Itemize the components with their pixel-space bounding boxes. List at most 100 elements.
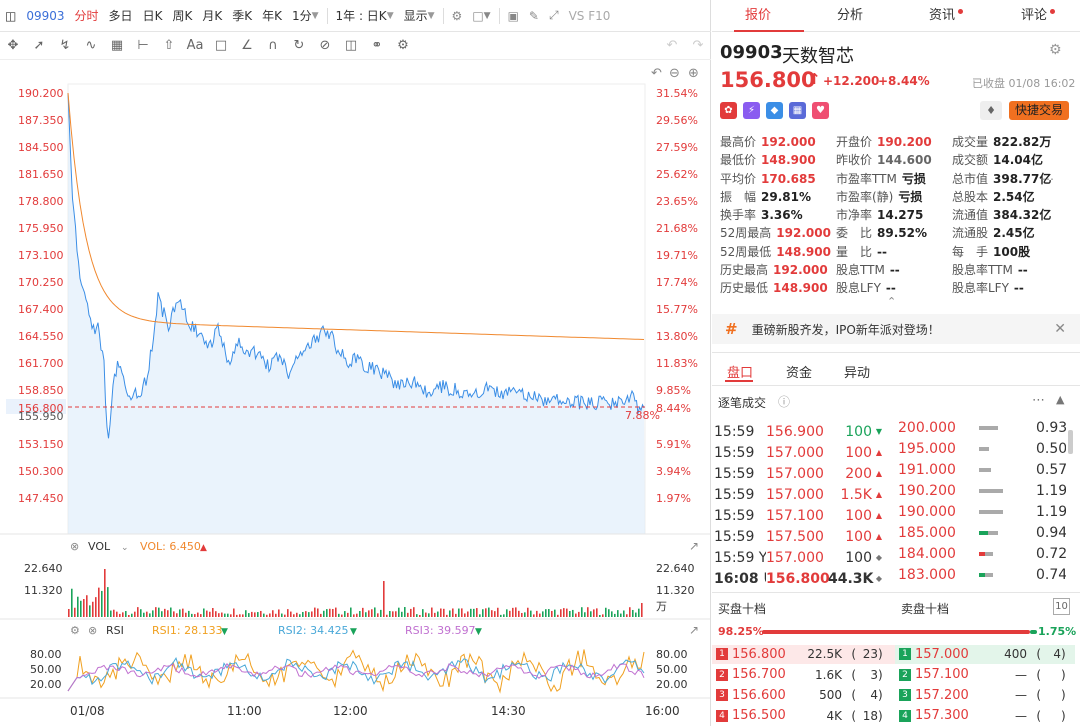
angle-tool-icon[interactable]: ∠ (241, 38, 253, 53)
stat-cell: 成交量 822.82万 (952, 133, 1076, 151)
settings-icon[interactable]: ⚙ (397, 38, 409, 53)
bid-level[interactable]: 1 156.800 22.5K(23) (712, 644, 895, 664)
bid-level[interactable]: 3 156.600 500(4) (712, 686, 895, 705)
order-book: 1 156.800 22.5K(23) 1 157.000 400(4) 2 156.700 1… (712, 644, 1080, 726)
expand-icon[interactable]: ↗ (689, 539, 699, 553)
settings-icon[interactable]: ⚙ (451, 8, 463, 23)
info-icon[interactable]: ⓘ (778, 395, 791, 409)
hide-icon[interactable]: ⊘ (319, 38, 331, 53)
wave-tool-icon[interactable]: ∿ (85, 38, 97, 53)
tab-capital[interactable]: 资金 (786, 366, 813, 381)
undo-icon[interactable]: ↶ (666, 38, 678, 53)
volume-bar (71, 588, 73, 617)
tab-multi-day[interactable]: 多日 (108, 9, 133, 23)
ask-level[interactable]: 3 157.200—() (895, 686, 1075, 705)
rsi-settings-icon[interactable]: ⚙ (70, 624, 80, 637)
price-axis: 190.200 187.350 184.500 181.650 178.800 175.9… (18, 87, 698, 505)
tab-movement[interactable]: 异动 (844, 366, 871, 381)
stat-value: 亏损 (898, 189, 923, 204)
quick-trade-button[interactable]: 快捷交易 (1009, 101, 1069, 120)
ask-volume: — (1015, 688, 1027, 703)
volume-bar (311, 611, 313, 617)
range-select[interactable]: 1年 : 日K ▼ (331, 0, 399, 32)
panel-toggle-icon[interactable]: ◫ (5, 8, 17, 23)
vol-up-icon: ▲ (200, 543, 207, 553)
tab-yearly-k[interactable]: 年K (262, 9, 282, 23)
close-rsi-icon[interactable]: ⊗ (88, 624, 97, 637)
link-icon[interactable]: ⚭ (371, 38, 383, 53)
dist-bar (978, 530, 998, 535)
pen-icon[interactable]: ✎ (528, 8, 539, 23)
tab-quote[interactable]: 报价 (744, 8, 771, 23)
collapse-icon[interactable]: ⌃ (887, 295, 897, 308)
ask-level[interactable]: 2 157.100—() (895, 665, 1075, 684)
bell-icon[interactable]: ♦ (980, 101, 1002, 120)
reset-icon[interactable]: ↶ (651, 66, 662, 81)
crosshair-icon[interactable]: ✥ (7, 38, 19, 53)
volume-bar (239, 614, 241, 617)
tab-daily-k[interactable]: 日K (142, 9, 163, 23)
up-arrow-icon: ▲ (875, 448, 883, 457)
bid-level[interactable]: 4 156.500 4K(18) (712, 706, 895, 725)
close-vol-icon[interactable]: ⊗ (70, 540, 79, 553)
volume-bar (515, 607, 517, 617)
scrollbar[interactable] (1068, 430, 1073, 454)
tab-weekly-k[interactable]: 周K (172, 9, 193, 23)
camera-icon[interactable]: ▣ (507, 8, 519, 23)
rsi1-line (67, 649, 645, 694)
scroll-up-icon[interactable]: ▲ (1056, 393, 1065, 406)
depth-10-button[interactable]: 10 (1053, 598, 1070, 615)
price-overlap-label: 155.950 (18, 410, 64, 423)
line-tool-icon[interactable]: ➚ (33, 38, 45, 53)
volume-bar (584, 612, 586, 617)
tab-intraday[interactable]: 分时 (74, 9, 99, 23)
expand-icon[interactable]: ⤢ (548, 8, 559, 22)
magnet-icon[interactable]: ∩ (268, 38, 278, 53)
fib-tool-icon[interactable]: ▦ (110, 38, 124, 53)
tab-news[interactable]: 资讯 (896, 0, 988, 31)
polyline-tool-icon[interactable]: ↯ (59, 38, 71, 53)
trash-icon[interactable]: ◫ (344, 38, 358, 53)
volume-bar (509, 610, 511, 617)
note-tool-icon[interactable]: □ (214, 38, 228, 53)
close-icon[interactable]: ✕ (1054, 321, 1066, 337)
expand-icon[interactable]: ↗ (689, 623, 699, 637)
zoom-in-icon[interactable]: ⊕ (688, 66, 699, 81)
arrow-up-tool-icon[interactable]: ⇧ (163, 38, 175, 53)
tab-monthly-k[interactable]: 月K (202, 9, 223, 23)
volume-bar (527, 607, 529, 617)
ask-price: 157.000 (915, 646, 969, 662)
range-tool-icon[interactable]: ⊢ (137, 38, 149, 53)
display-select[interactable]: 显示 ▼ (399, 0, 440, 32)
stat-key: 市盈率TTM (836, 171, 897, 186)
volume-bar (548, 609, 550, 617)
tab-analysis[interactable]: 分析 (836, 8, 863, 23)
text-tool-icon[interactable]: Aa (186, 38, 204, 53)
interval-select[interactable]: 1分 ▼ (287, 0, 324, 32)
down-arrow-icon: ▼ (875, 427, 883, 436)
dist-price: 200.000 (898, 419, 956, 436)
ask-level[interactable]: 4 157.300—() (895, 706, 1075, 725)
stat-key: 股息率LFY (952, 281, 1009, 296)
vs-f10-button[interactable]: VS F10 (568, 8, 611, 23)
tab-quarterly-k[interactable]: 季K (232, 9, 253, 23)
tab-comments[interactable]: 评论 (988, 0, 1080, 31)
ask-level[interactable]: 1 157.000 400(4) (895, 644, 1075, 664)
zoom-out-icon[interactable]: ⊖ (669, 66, 680, 81)
intraday-chart[interactable]: 190.200 187.350 184.500 181.650 178.800 175.9… (0, 60, 710, 726)
box-select-icon[interactable]: □ ▼ (472, 8, 491, 23)
chevron-down-icon[interactable]: ⌄ (121, 543, 129, 553)
more-icon[interactable]: ⋯ (1032, 393, 1045, 408)
volume-bar (446, 614, 448, 617)
more-icon[interactable]: ⋯ (1042, 172, 1054, 186)
heart-icon[interactable]: ♥ (812, 102, 829, 119)
rsi-tick: 80.00 (30, 648, 62, 661)
volume-bar (332, 608, 334, 617)
redo-icon[interactable]: ↷ (692, 38, 704, 53)
announcement-banner[interactable]: # 重磅新股齐发，IPO新年派对登场！ ✕ (712, 314, 1080, 344)
settings-icon[interactable]: ⚙ (1049, 42, 1062, 58)
sync-icon[interactable]: ↻ (293, 38, 305, 53)
volume-bar (137, 607, 139, 617)
bid-level[interactable]: 2 156.700 1.6K(3) (712, 665, 895, 684)
tab-order-book[interactable]: 盘口 (727, 366, 754, 381)
